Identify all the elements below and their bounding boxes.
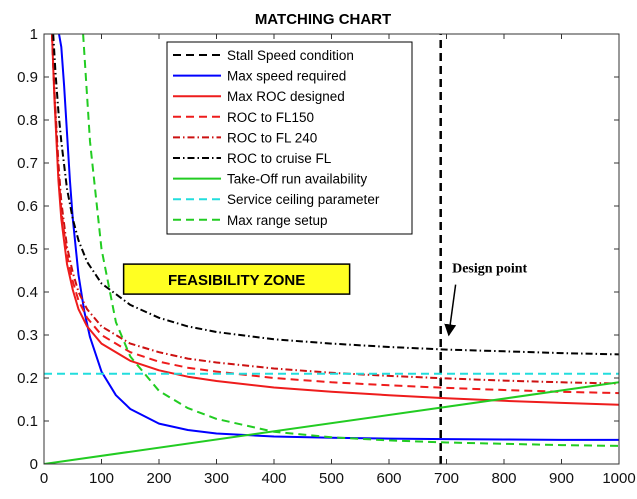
x-tick-label-2: 100	[89, 470, 114, 487]
legend-label-9: Max range setup	[227, 213, 328, 228]
x-tick-label-3: 200	[146, 470, 171, 487]
legend-label-8: Service ceiling parameter	[227, 192, 380, 207]
annotation-box-1	[122, 263, 351, 295]
x-tick-label-8: 700	[434, 470, 459, 487]
y-tick-label-9: 0.8	[17, 112, 38, 129]
series-line-2	[58, 34, 619, 441]
y-tick-label-5: 0.4	[17, 284, 38, 301]
x-tick-label-11: 1000	[602, 470, 635, 487]
y-tick-label-10: 0.9	[17, 69, 38, 86]
y-tick-label-4: 0.3	[17, 327, 38, 344]
chart-title: MATCHING CHART	[255, 11, 391, 28]
plot-layer	[44, 34, 619, 464]
series-line-5	[51, 34, 619, 385]
series-line-3	[51, 34, 619, 406]
y-tick-label-3: 0.2	[17, 370, 38, 387]
legend-label-7: Take-Off run availability	[227, 172, 367, 187]
x-tick-label-6: 500	[319, 470, 344, 487]
x-tick-label-5: 400	[261, 470, 286, 487]
axes: 0 100 200 300 400 500 600 700 800 900 1000 0 0.1 0.2 0…	[17, 26, 636, 487]
legend-label-5: ROC to FL 240	[227, 130, 317, 145]
x-tick-label-10: 900	[549, 470, 574, 487]
y-tick-label-6: 0.5	[17, 241, 38, 258]
x-tick-label-4: 300	[204, 470, 229, 487]
legend-label-2: Max speed required	[227, 69, 346, 84]
series-line-6	[52, 34, 619, 356]
x-tick-label-9: 800	[491, 470, 516, 487]
y-tick-label-11: 1	[30, 26, 38, 43]
annotation-arrow-2	[444, 284, 457, 337]
legend-label-4: ROC to FL150	[227, 110, 314, 125]
series-line-9	[82, 34, 619, 447]
legend-label-1: Stall Speed condition	[227, 48, 354, 63]
x-tick-label-7: 600	[376, 470, 401, 487]
y-tick-label-2: 0.1	[17, 413, 38, 430]
annotation-label-2: Design point	[452, 262, 527, 277]
series-line-7	[44, 381, 619, 464]
legend-label-6: ROC to cruise FL	[227, 151, 332, 166]
annotation-layer: FEASIBILITY ZONE Design point	[122, 262, 527, 337]
y-tick-label-8: 0.7	[17, 155, 38, 172]
x-tick-label-1: 0	[40, 470, 48, 487]
legend: Stall Speed condition Max speed required M…	[166, 41, 413, 235]
y-tick-label-7: 0.6	[17, 198, 38, 215]
series-line-4	[51, 34, 619, 395]
legend-label-3: Max ROC designed	[227, 89, 345, 104]
annotation-label-1: FEASIBILITY ZONE	[168, 272, 305, 289]
y-tick-label-1: 0	[30, 456, 38, 473]
